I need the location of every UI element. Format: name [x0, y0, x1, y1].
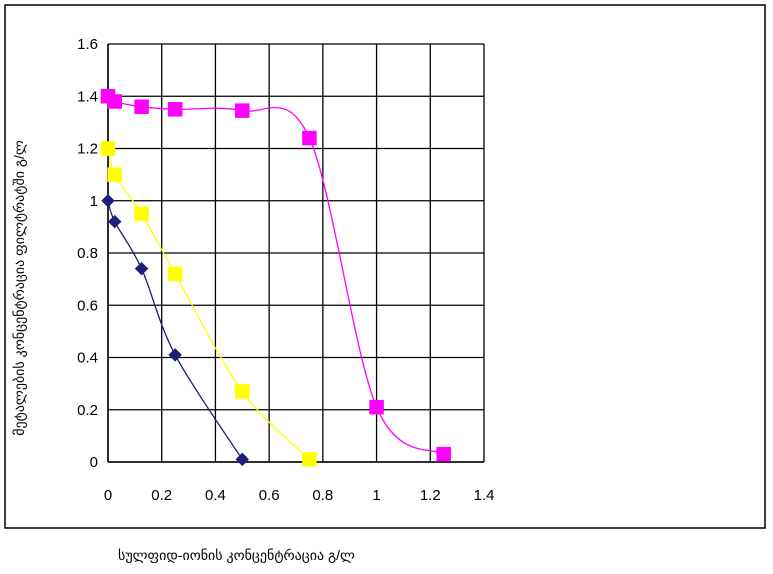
- y-tick-label: 0.8: [77, 245, 98, 262]
- data-point: [436, 446, 451, 462]
- x-tick-label: 0.4: [205, 487, 226, 504]
- x-tick-label: 0: [104, 487, 112, 504]
- data-point: [235, 103, 250, 118]
- y-tick-label: 1.6: [77, 36, 98, 53]
- series-3: [100, 89, 451, 462]
- data-point: [107, 167, 122, 182]
- x-tick-label: 1.2: [420, 487, 441, 504]
- y-tick-label: 1: [90, 193, 98, 210]
- y-tick-label: 0.2: [77, 402, 98, 419]
- x-tick-label: 0.2: [151, 487, 172, 504]
- axes: [107, 44, 484, 463]
- data-point: [167, 266, 183, 282]
- data-point: [302, 130, 317, 146]
- y-axis-label: მეტალების კონცენტრაცია ფილტრატში გ/ლ: [11, 140, 27, 436]
- data-point: [108, 214, 122, 229]
- data-point: [101, 194, 115, 208]
- data-series: [100, 89, 451, 467]
- data-point: [235, 452, 249, 467]
- data-point: [134, 261, 149, 276]
- x-tick-label: 0.6: [259, 487, 280, 504]
- y-tick-label: 1.4: [77, 88, 98, 105]
- x-axis-label: სულფიდ-იონის კონცენტრაცია გ/ლ: [118, 547, 355, 563]
- y-tick-label: 0.4: [77, 350, 98, 367]
- data-point: [100, 141, 116, 156]
- data-point: [134, 206, 149, 222]
- y-tick-label: 1.2: [77, 141, 98, 158]
- data-point: [302, 452, 317, 467]
- gridlines: [107, 43, 485, 463]
- data-point: [134, 99, 149, 114]
- data-point: [168, 348, 182, 362]
- data-point: [167, 102, 183, 117]
- y-tick-label: 0.6: [77, 297, 98, 314]
- x-tick-label: 0.8: [312, 487, 333, 504]
- data-point: [107, 94, 122, 109]
- x-tick-label: 1: [372, 487, 380, 504]
- series-2: [100, 141, 317, 467]
- series-1: [101, 194, 249, 467]
- data-point: [235, 384, 250, 399]
- tick-labels: 0 0.2 0.4 0.6 0.8 1 1.2 1.4 0 0.2 0.4 0.6 0.8 1 1.2 1.4…: [77, 36, 494, 504]
- x-tick-label: 1.4: [474, 487, 495, 504]
- y-tick-label: 0: [90, 454, 98, 471]
- series-line: [107, 200, 243, 460]
- data-point: [369, 399, 384, 415]
